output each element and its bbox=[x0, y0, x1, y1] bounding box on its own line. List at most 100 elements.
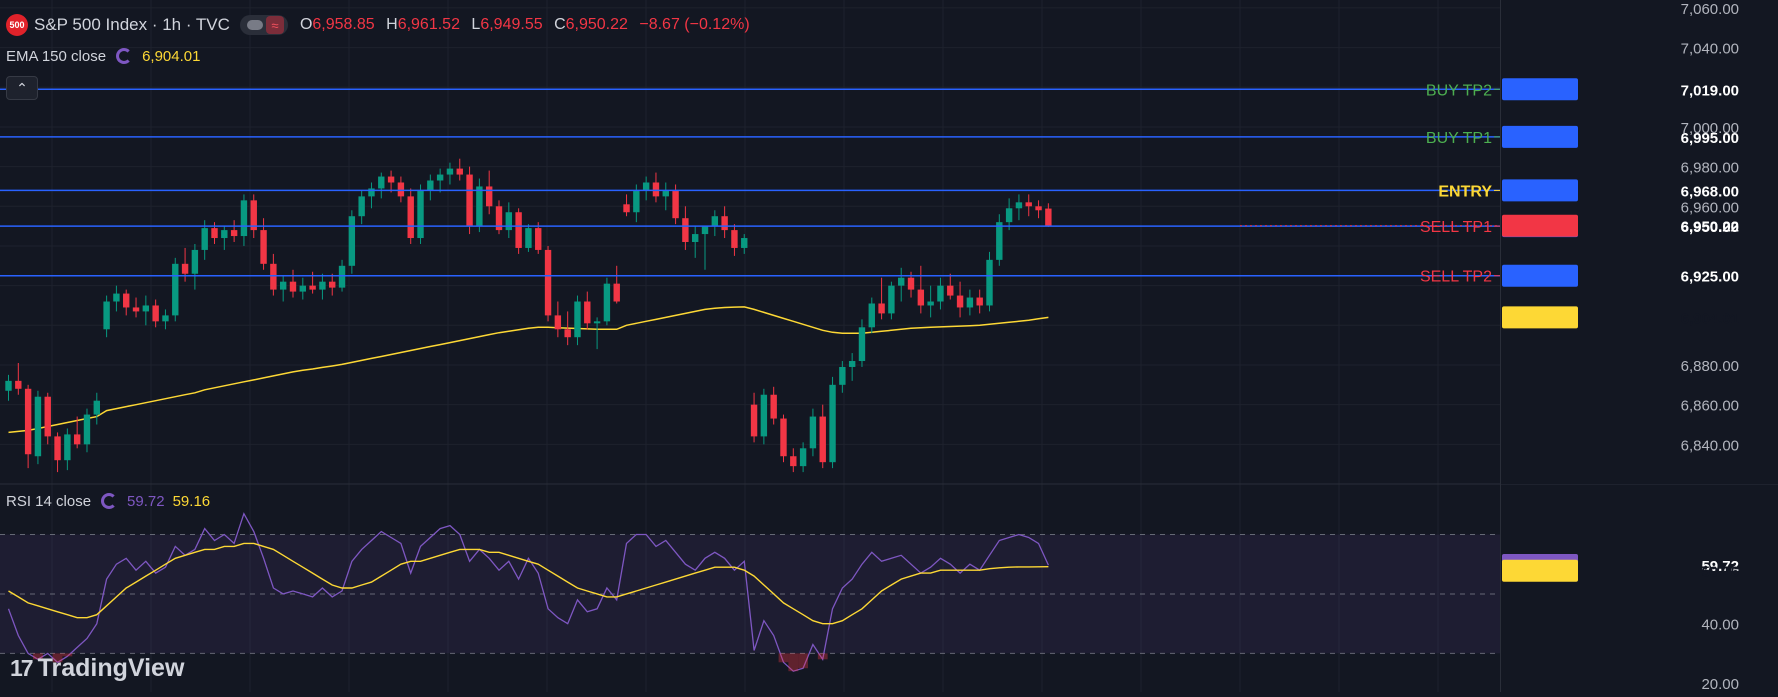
candle-body[interactable] bbox=[211, 228, 218, 239]
candle-body[interactable] bbox=[799, 448, 807, 467]
candle[interactable] bbox=[24, 384, 32, 469]
candle-body[interactable] bbox=[770, 394, 777, 419]
candle-body[interactable] bbox=[525, 228, 532, 248]
candle[interactable] bbox=[270, 253, 277, 296]
candle[interactable] bbox=[613, 265, 620, 304]
candle-body[interactable] bbox=[544, 249, 552, 316]
last-price-tag[interactable]: 6,950.22 bbox=[1502, 214, 1739, 237]
candle[interactable] bbox=[446, 162, 454, 185]
candle-body[interactable] bbox=[505, 212, 513, 231]
candle[interactable] bbox=[152, 299, 159, 328]
candle-body[interactable] bbox=[623, 204, 630, 213]
candle[interactable] bbox=[93, 392, 100, 425]
candle-body[interactable] bbox=[731, 230, 738, 248]
candle-body[interactable] bbox=[387, 176, 395, 183]
candle[interactable] bbox=[172, 257, 179, 322]
candle-body[interactable] bbox=[1025, 202, 1032, 207]
candle[interactable] bbox=[427, 174, 434, 201]
candle[interactable] bbox=[64, 428, 71, 471]
tradingview-logo[interactable]: 17 TradingView bbox=[10, 654, 184, 683]
candle-body[interactable] bbox=[319, 281, 326, 290]
candle[interactable] bbox=[947, 273, 954, 300]
candle-body[interactable] bbox=[93, 400, 100, 415]
candle-body[interactable] bbox=[191, 249, 199, 274]
candle-body[interactable] bbox=[741, 238, 748, 248]
candle-body[interactable] bbox=[947, 285, 954, 296]
candle-body[interactable] bbox=[809, 416, 817, 449]
candle-body[interactable] bbox=[711, 216, 719, 227]
candle[interactable] bbox=[858, 319, 866, 367]
candle[interactable] bbox=[466, 166, 473, 235]
candle-body[interactable] bbox=[83, 414, 91, 445]
candle-body[interactable] bbox=[986, 259, 993, 306]
candle-body[interactable] bbox=[73, 434, 81, 445]
candle[interactable] bbox=[495, 200, 503, 235]
candle[interactable] bbox=[760, 388, 768, 445]
candle[interactable] bbox=[652, 172, 660, 203]
candle[interactable] bbox=[83, 408, 91, 453]
candle-body[interactable] bbox=[456, 168, 463, 175]
candle-body[interactable] bbox=[436, 174, 444, 181]
candle[interactable] bbox=[996, 214, 1003, 266]
ema-price-tag[interactable]: 6,904.01 bbox=[1502, 306, 1739, 329]
candle[interactable] bbox=[240, 194, 248, 246]
candle[interactable] bbox=[574, 295, 581, 346]
candle[interactable] bbox=[692, 226, 699, 258]
candle[interactable] bbox=[319, 273, 326, 300]
candle[interactable] bbox=[839, 361, 846, 393]
candle-body[interactable] bbox=[760, 394, 768, 437]
candle-body[interactable] bbox=[34, 396, 42, 457]
candle-body[interactable] bbox=[250, 200, 257, 231]
candles[interactable] bbox=[5, 158, 1052, 473]
candle[interactable] bbox=[917, 265, 925, 314]
candle[interactable] bbox=[868, 297, 875, 334]
candle-body[interactable] bbox=[240, 200, 248, 237]
candle[interactable] bbox=[191, 243, 199, 290]
candle-body[interactable] bbox=[898, 277, 905, 286]
candle-body[interactable] bbox=[5, 380, 12, 391]
candle[interactable] bbox=[358, 190, 365, 225]
candle[interactable] bbox=[417, 184, 424, 244]
candle-body[interactable] bbox=[829, 384, 836, 463]
candle-body[interactable] bbox=[682, 218, 689, 242]
candle[interactable] bbox=[54, 432, 61, 473]
candle[interactable] bbox=[73, 416, 81, 449]
candle[interactable] bbox=[113, 285, 120, 312]
candle-body[interactable] bbox=[113, 293, 120, 302]
candle[interactable] bbox=[623, 194, 630, 217]
candle[interactable] bbox=[221, 226, 228, 250]
candle[interactable] bbox=[750, 392, 758, 443]
candle-body[interactable] bbox=[221, 230, 228, 239]
candle-body[interactable] bbox=[574, 301, 581, 338]
candle-body[interactable] bbox=[466, 174, 473, 227]
candle-body[interactable] bbox=[289, 281, 297, 292]
candle-body[interactable] bbox=[515, 212, 522, 248]
candle-body[interactable] bbox=[103, 301, 110, 330]
symbol-title[interactable]: S&P 500 Index · 1h · TVC bbox=[34, 15, 230, 34]
candle-body[interactable] bbox=[397, 182, 405, 197]
candle-body[interactable] bbox=[564, 329, 571, 338]
candle[interactable] bbox=[848, 353, 856, 381]
rsi-pane[interactable] bbox=[0, 512, 1500, 672]
candle[interactable] bbox=[485, 170, 493, 215]
candle-body[interactable] bbox=[24, 388, 32, 455]
candle-body[interactable] bbox=[427, 180, 434, 191]
candle[interactable] bbox=[1005, 198, 1013, 231]
rsi-line[interactable] bbox=[7, 512, 1049, 672]
candle[interactable] bbox=[741, 234, 748, 254]
candle[interactable] bbox=[535, 222, 542, 254]
candle[interactable] bbox=[348, 210, 356, 274]
rsi-ma-value-tag[interactable]: 59.16 bbox=[1502, 559, 1739, 582]
candle[interactable] bbox=[701, 226, 709, 270]
candle[interactable] bbox=[593, 317, 601, 350]
candle-body[interactable] bbox=[172, 263, 179, 316]
ema-legend[interactable]: EMA 150 close 6,904.01 bbox=[6, 46, 208, 66]
candle[interactable] bbox=[721, 206, 728, 239]
candle-body[interactable] bbox=[652, 182, 660, 197]
candle[interactable] bbox=[525, 224, 532, 252]
level-price-tag[interactable]: 7,019.00 bbox=[1502, 78, 1739, 101]
candle[interactable] bbox=[927, 285, 934, 318]
candle-body[interactable] bbox=[309, 285, 316, 290]
candle[interactable] bbox=[476, 178, 483, 233]
